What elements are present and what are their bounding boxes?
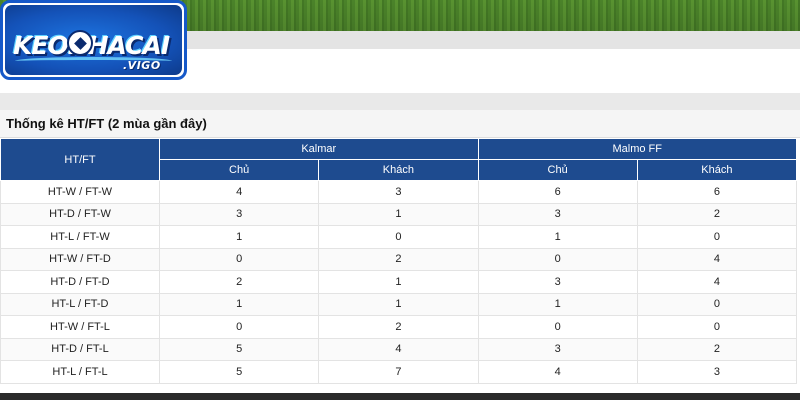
htft-table: HT/FT Kalmar Malmo FF Chủ Khách Chủ Khác…	[0, 138, 798, 384]
table-row: HT-L / FT-L 5 7 4 3	[0, 360, 798, 384]
subheader-home: Chủ	[158, 159, 320, 181]
team-header-home: Kalmar	[159, 138, 479, 160]
table-cell: 1	[318, 270, 479, 294]
logo-swoosh	[15, 57, 172, 65]
table-row: HT-L / FT-D 1 1 1 0	[0, 292, 798, 316]
table-row: HT-L / FT-W 1 0 1 0	[0, 225, 798, 249]
logo-background: KEONHACAI .VIGO	[5, 5, 182, 75]
table-cell: 1	[477, 225, 638, 249]
table-cell: 4	[636, 247, 798, 271]
table-cell: 5	[158, 360, 320, 384]
row-label: HT-L / FT-D	[0, 292, 160, 316]
table-cell: 0	[477, 315, 638, 339]
row-label: HT-D / FT-D	[0, 270, 160, 294]
table-cell: 3	[636, 360, 798, 384]
row-label: HT-D / FT-W	[0, 202, 160, 226]
table-cell: 1	[477, 292, 638, 316]
table-cell: 0	[477, 247, 638, 271]
table-cell: 0	[636, 225, 798, 249]
table-cell: 5	[158, 337, 320, 361]
table-cell: 4	[318, 337, 479, 361]
subheader-away: Khách	[636, 159, 798, 181]
table-cell: 0	[636, 315, 798, 339]
table-row: HT-W / FT-W 4 3 6 6	[0, 180, 798, 204]
table-cell: 1	[158, 225, 320, 249]
page-gap	[0, 31, 800, 49]
table-cell: 3	[477, 337, 638, 361]
table-cell: 1	[318, 292, 479, 316]
table-cell: 6	[477, 180, 638, 204]
table-cell: 0	[158, 247, 320, 271]
table-row: HT-W / FT-D 0 2 0 4	[0, 247, 798, 271]
table-cell: 0	[636, 292, 798, 316]
table-row: HT-D / FT-W 3 1 3 2	[0, 202, 798, 226]
table-row: HT-D / FT-L 5 4 3 2	[0, 337, 798, 361]
row-header: HT/FT	[0, 138, 160, 181]
table-cell: 3	[318, 180, 479, 204]
table-cell: 4	[158, 180, 320, 204]
subheader-away: Khách	[318, 159, 479, 181]
subheader-home: Chủ	[477, 159, 638, 181]
footer-bar	[0, 393, 800, 400]
site-logo[interactable]: KEONHACAI .VIGO	[0, 0, 187, 80]
table-cell: 3	[477, 270, 638, 294]
table-cell: 2	[636, 337, 798, 361]
table-cell: 3	[477, 202, 638, 226]
logo-sub-text: .VIGO	[123, 59, 161, 72]
table-cell: 7	[318, 360, 479, 384]
table-cell: 2	[318, 247, 479, 271]
row-label: HT-D / FT-L	[0, 337, 160, 361]
table-cell: 1	[158, 292, 320, 316]
row-label: HT-W / FT-W	[0, 180, 160, 204]
table-cell: 2	[158, 270, 320, 294]
team-header-away: Malmo FF	[477, 138, 797, 160]
row-label: HT-W / FT-D	[0, 247, 160, 271]
table-cell: 2	[318, 315, 479, 339]
table-cell: 3	[158, 202, 320, 226]
soccer-ball-icon	[67, 30, 93, 56]
table-cell: 6	[636, 180, 798, 204]
table-cell: 4	[636, 270, 798, 294]
row-label: HT-L / FT-L	[0, 360, 160, 384]
row-label: HT-L / FT-W	[0, 225, 160, 249]
panel-title: Thống kê HT/FT (2 mùa gần đây)	[0, 110, 800, 138]
table-row: HT-D / FT-D 2 1 3 4	[0, 270, 798, 294]
section-gap	[0, 93, 800, 110]
htft-stats-panel: Thống kê HT/FT (2 mùa gần đây) HT/FT Kal…	[0, 110, 800, 393]
table-row: HT-W / FT-L 0 2 0 0	[0, 315, 798, 339]
table-cell: 1	[318, 202, 479, 226]
table-cell: 0	[318, 225, 479, 249]
table-cell: 4	[477, 360, 638, 384]
table-cell: 2	[636, 202, 798, 226]
row-label: HT-W / FT-L	[0, 315, 160, 339]
table-cell: 0	[158, 315, 320, 339]
